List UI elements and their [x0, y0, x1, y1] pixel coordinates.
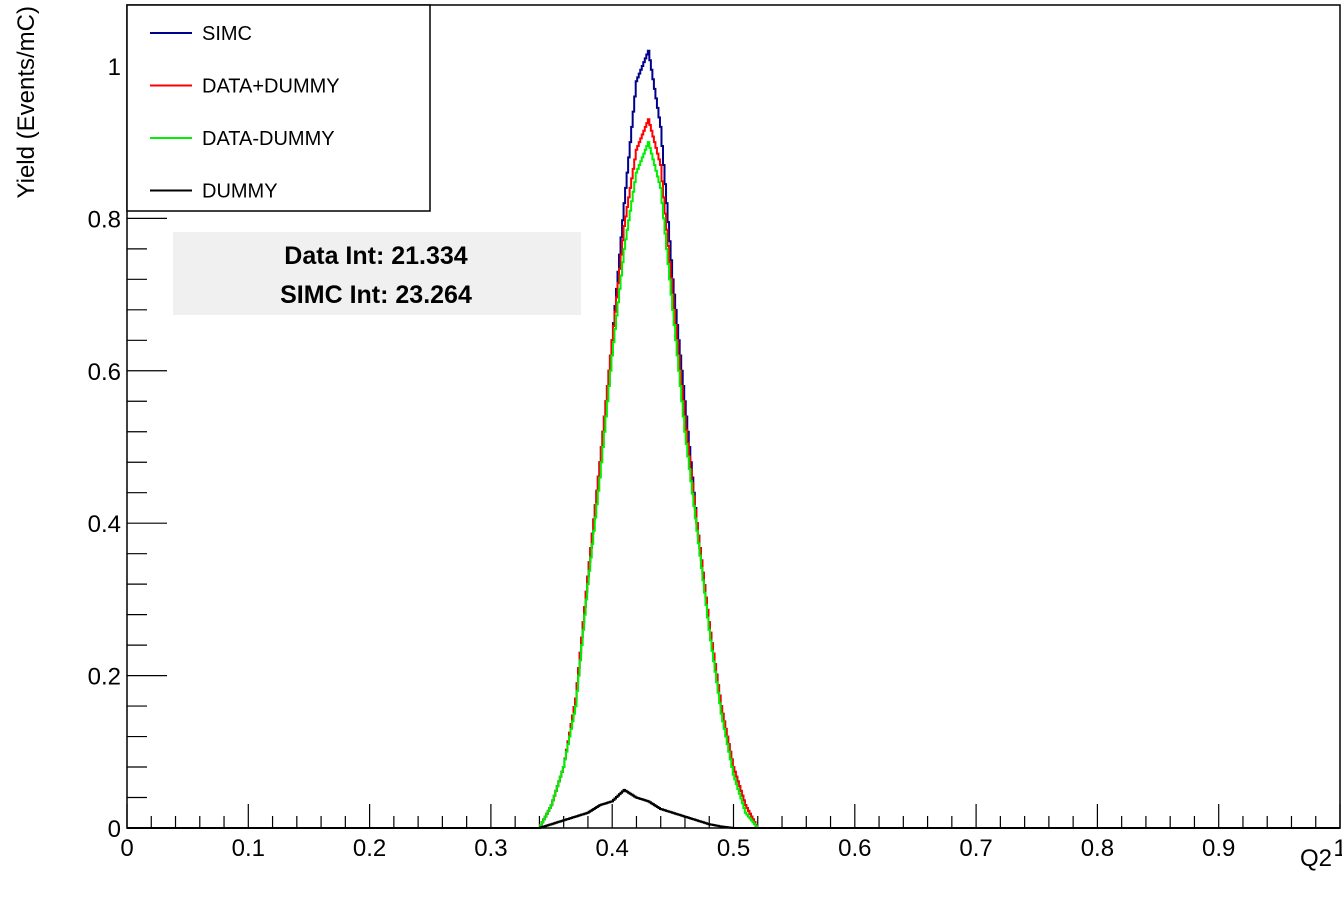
legend-label: DATA+DUMMY	[202, 76, 340, 98]
x-tick-label: 0.4	[596, 835, 629, 862]
series-layer	[127, 49, 1340, 829]
y-tick-label: 0.6	[88, 359, 121, 386]
y-axis-title: Yield (Events/mC)	[13, 6, 40, 199]
minor-ticks	[127, 95, 1317, 828]
x-tick-label: 0.5	[717, 835, 750, 862]
x-tick-label: 0.3	[474, 835, 507, 862]
x-axis-title: Q2	[1300, 845, 1332, 872]
x-ticks: 0 0.1 0.2 0.3 0.4 0.5 0.6 0.7 0.8 0.9 1	[120, 804, 1342, 862]
y-tick-label: 0.8	[88, 206, 121, 233]
x-tick-label: 0.9	[1202, 835, 1235, 862]
legend-label: DATA-DUMMY	[202, 128, 335, 150]
legend-label: DUMMY	[202, 181, 278, 203]
x-tick-label: 0	[120, 835, 133, 862]
x-tick-label: 0.1	[232, 835, 265, 862]
legend-items: SIMC DATA+DUMMY DATA-DUMMY DUMMY	[150, 23, 340, 203]
x-tick-label: 0.2	[353, 835, 386, 862]
stats-box	[173, 232, 581, 315]
series-dummy	[127, 788, 1340, 829]
x-tick-label: 0.6	[838, 835, 871, 862]
legend	[126, 4, 431, 212]
y-tick-label: 0.2	[88, 664, 121, 691]
series-data-dummy	[127, 141, 1340, 829]
y-tick-label: 1	[108, 54, 121, 81]
series-data-dummy	[127, 118, 1340, 829]
simc-integral-label: SIMC Int: 23.264	[280, 281, 472, 309]
y-tick-label: 0	[108, 816, 121, 843]
x-tick-label: 1	[1333, 835, 1342, 862]
y-tick-label: 0.4	[88, 511, 121, 538]
data-integral-label: Data Int: 21.334	[284, 242, 468, 270]
x-tick-label: 0.8	[1081, 835, 1114, 862]
legend-label: SIMC	[202, 23, 252, 45]
x-tick-label: 0.7	[959, 835, 992, 862]
